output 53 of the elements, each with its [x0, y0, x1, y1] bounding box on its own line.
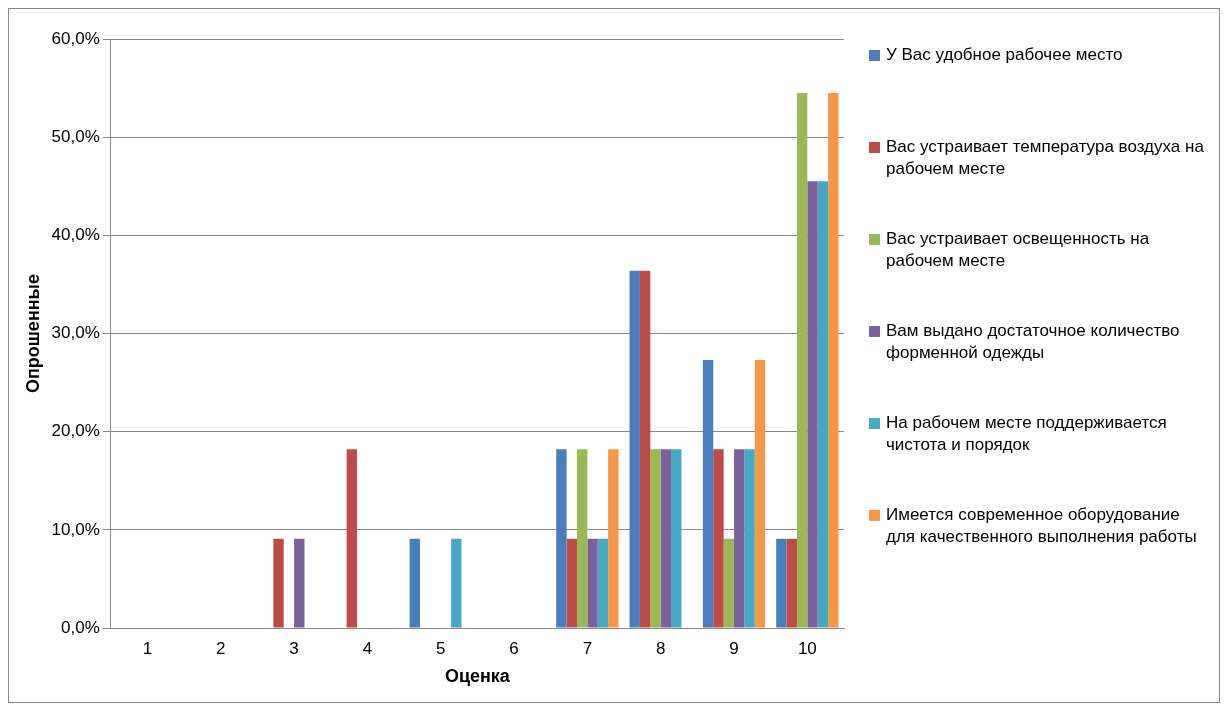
x-tick-label: 7: [582, 638, 593, 658]
x-tick-label: 5: [436, 638, 446, 658]
x-tick-label: 9: [729, 638, 739, 658]
bar: [566, 538, 577, 628]
x-tick-label: 2: [216, 638, 226, 658]
bar: [734, 449, 745, 628]
bar: [639, 270, 651, 628]
y-tick-label: 10,0%: [51, 519, 100, 539]
bar: [723, 538, 735, 628]
bar: [597, 538, 609, 628]
bar: [828, 92, 839, 628]
bar: [556, 449, 567, 628]
y-tick-label: 30,0%: [51, 323, 100, 343]
bar: [807, 181, 818, 628]
bar: [754, 360, 766, 628]
bar: [713, 449, 724, 628]
bar: [702, 360, 714, 628]
legend-label: У Вас удобное рабочее место: [886, 44, 1123, 66]
bar: [273, 538, 284, 628]
bar: [576, 449, 588, 628]
legend-label: Вас устраивает температура воздуха на рабочем месте: [886, 136, 1205, 180]
bar: [817, 181, 829, 628]
y-tick-label: 50,0%: [51, 126, 100, 146]
bar: [346, 449, 358, 628]
bar: [786, 538, 797, 628]
legend-label: Вас устраивает освещенность на рабочем месте: [886, 228, 1151, 272]
y-tick-label: 60,0%: [51, 28, 100, 48]
y-tick-label: 40,0%: [51, 225, 100, 245]
bar: [294, 538, 305, 628]
bar: [744, 449, 755, 628]
bar: [608, 449, 619, 628]
bar: [796, 92, 808, 628]
x-tick-label: 4: [362, 638, 373, 658]
legend-label: На рабочем месте поддерживается чистота и порядок: [886, 412, 1168, 456]
x-tick-label: 10: [797, 638, 817, 658]
bar: [650, 449, 661, 628]
bar: [671, 449, 682, 628]
bar: [451, 538, 462, 628]
x-tick-label: 6: [509, 638, 519, 658]
bar: [660, 449, 672, 628]
x-tick-label: 3: [289, 638, 299, 658]
y-tick-label: 0,0%: [61, 617, 100, 637]
bar: [409, 538, 420, 628]
y-tick-label: 20,0%: [51, 421, 100, 441]
bar: [776, 538, 787, 628]
y-axis-title: Опрошенные: [22, 273, 43, 394]
bar: [587, 538, 598, 628]
bar: [629, 270, 640, 628]
x-axis-title: Оценка: [444, 666, 511, 687]
x-tick-label: 1: [142, 638, 153, 658]
x-tick-label: 8: [655, 638, 666, 658]
legend-label: Вам выдано достаточное количество форменной одежды: [886, 320, 1181, 364]
legend-label: Имеется современное оборудование для качественного выполнения работы: [886, 504, 1198, 548]
